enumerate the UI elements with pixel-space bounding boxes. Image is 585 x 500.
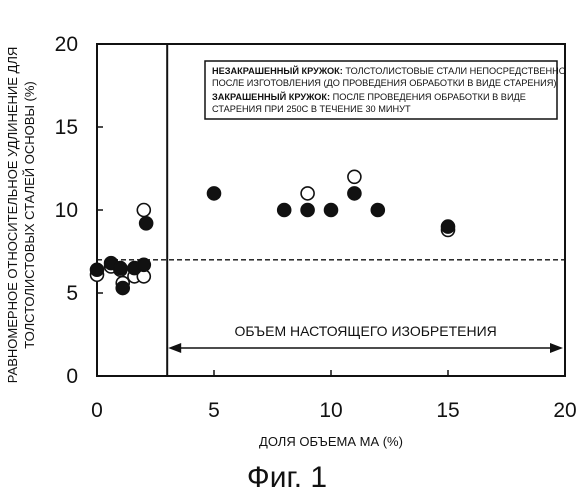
filled-point [137, 258, 150, 271]
open-point [348, 170, 361, 183]
y-axis-title-line1: РАВНОМЕРНОЕ ОТНОСИТЕЛЬНОЕ УДЛИНЕНИЕ ДЛЯ [5, 47, 20, 384]
arrow-left-head [168, 343, 181, 353]
region-label: ОБЪЕМ НАСТОЯЩЕГО ИЗОБРЕТЕНИЯ [234, 323, 496, 339]
x-tick-label: 10 [319, 399, 342, 422]
y-axis-title-line2: ТОЛСТОЛИСТОВЫХ СТАЛЕЙ ОСНОВЫ (%) [22, 81, 37, 348]
filled-point [140, 217, 153, 230]
filled-point [325, 204, 338, 217]
y-tick-label: 20 [55, 33, 78, 56]
filled-point [91, 263, 104, 276]
legend-filled-line1: ЗАКРАШЕННЫЙ КРУЖОК: ПОСЛЕ ПРОВЕДЕНИЯ ОБР… [212, 91, 526, 102]
open-point [137, 204, 150, 217]
x-tick-label: 0 [91, 399, 103, 422]
filled-point [348, 187, 361, 200]
legend-filled-text1: ПОСЛЕ ПРОВЕДЕНИЯ ОБРАБОТКИ В ВИДЕ [333, 92, 526, 102]
legend-open-line2: ПОСЛЕ ИЗГОТОВЛЕНИЯ (ДО ПРОВЕДЕНИЯ ОБРАБО… [212, 78, 556, 88]
filled-point [301, 204, 314, 217]
x-tick-label: 5 [208, 399, 220, 422]
open-point [301, 187, 314, 200]
filled-point [278, 204, 291, 217]
y-tick-label: 10 [55, 199, 78, 222]
y-tick-label: 0 [66, 365, 78, 388]
filled-point [116, 282, 129, 295]
filled-point [208, 187, 221, 200]
figure-caption: Фиг. 1 [247, 461, 327, 494]
x-tick-label: 20 [553, 399, 576, 422]
x-axis-ticks: 0 5 10 15 20 [91, 370, 577, 422]
legend-filled-line2: СТАРЕНИЯ ПРИ 250С В ТЕЧЕНИЕ 30 МИНУТ [212, 104, 411, 114]
x-axis-title: ДОЛЯ ОБЪЕМА МА (%) [259, 434, 403, 449]
filled-point [371, 204, 384, 217]
y-axis-ticks: 0 5 10 15 20 [55, 33, 103, 388]
y-tick-label: 15 [55, 116, 78, 139]
legend-open-line1: НЕЗАКРАШЕННЫЙ КРУЖОК: ТОЛСТОЛИСТОВЫЕ СТА… [212, 65, 566, 76]
legend-filled-label: ЗАКРАШЕННЫЙ КРУЖОК: [212, 91, 330, 102]
filled-point [442, 220, 455, 233]
y-tick-label: 5 [66, 282, 78, 305]
data-points [91, 170, 455, 294]
legend-open-label: НЕЗАКРАШЕННЫЙ КРУЖОК: [212, 65, 343, 76]
filled-point [114, 262, 127, 275]
arrow-right-head [550, 343, 563, 353]
legend: НЕЗАКРАШЕННЫЙ КРУЖОК: ТОЛСТОЛИСТОВЫЕ СТА… [205, 61, 566, 119]
x-tick-label: 15 [436, 399, 459, 422]
invention-region: ОБЪЕМ НАСТОЯЩЕГО ИЗОБРЕТЕНИЯ [168, 323, 563, 353]
legend-open-text1: ТОЛСТОЛИСТОВЫЕ СТАЛИ НЕПОСРЕДСТВЕННО [345, 66, 565, 76]
